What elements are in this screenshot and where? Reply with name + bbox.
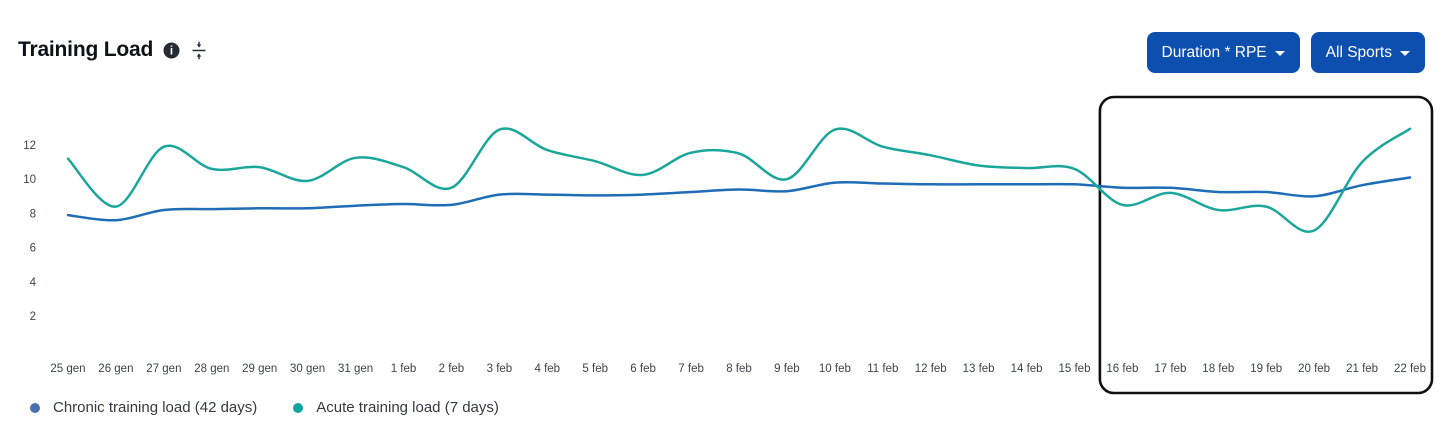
legend-dot-icon: [293, 402, 304, 413]
x-axis-tick-label: 18 feb: [1202, 363, 1234, 375]
legend-label-acute: Acute training load (7 days): [316, 399, 499, 416]
x-axis-tick-label: 11 feb: [867, 363, 898, 375]
series-line-chronic: [66, 176, 1412, 222]
x-axis-tick-label: 13 feb: [963, 363, 995, 375]
x-axis-tick-label: 1 feb: [391, 363, 417, 375]
legend-dot-icon: [30, 402, 40, 413]
x-axis-tick-label: 3 feb: [487, 363, 513, 375]
x-axis-tick-label: 6 feb: [630, 363, 656, 375]
legend-item-chronic[interactable]: Chronic training load (42 days): [30, 399, 257, 416]
series-line-acute: [66, 127, 1412, 233]
chart-legend: Chronic training load (42 days) Acute tr…: [30, 399, 499, 416]
x-axis-tick-label: 20 feb: [1298, 363, 1330, 375]
x-axis-tick-label: 9 feb: [774, 363, 800, 375]
collapse-vertical-icon[interactable]: [190, 41, 208, 60]
y-axis-tick-label: 8: [30, 208, 36, 220]
x-axis-tick-label: 14 feb: [1011, 363, 1043, 375]
sport-filter-dropdown-button[interactable]: All Sports: [1310, 32, 1425, 73]
x-axis-tick-label: 27 gen: [146, 363, 181, 375]
x-axis-tick-label: 4 feb: [535, 363, 561, 375]
x-axis-tick-label: 16 feb: [1106, 363, 1138, 375]
x-axis-tick-label: 28 gen: [194, 363, 229, 375]
svg-text:i: i: [170, 45, 173, 57]
x-axis-tick-label: 19 feb: [1250, 363, 1282, 375]
sport-filter-dropdown-label: All Sports: [1325, 43, 1392, 61]
x-axis-tick-label: 2 feb: [439, 363, 465, 375]
metric-dropdown-button[interactable]: Duration * RPE: [1146, 32, 1300, 73]
x-axis-tick-label: 21 feb: [1346, 363, 1378, 375]
header: Training Load i: [18, 38, 208, 62]
y-axis-tick-label: 4: [30, 277, 37, 289]
x-axis-tick-label: 15 feb: [1059, 363, 1091, 375]
y-axis-tick-label: 10: [23, 174, 36, 186]
x-axis-tick-label: 7 feb: [678, 363, 704, 375]
legend-label-chronic: Chronic training load (42 days): [53, 399, 258, 416]
caret-down-icon: [1400, 51, 1410, 56]
x-axis-tick-label: 31 gen: [338, 363, 373, 375]
x-axis-tick-label: 22 feb: [1394, 363, 1426, 375]
chart-area: 2 4 6 8 10 12 25 gen 26 gen 27 gen 28 gen 29 gen 30…: [0, 85, 1456, 400]
x-axis-tick-label: 25 gen: [50, 363, 85, 375]
x-axis-tick-label: 30 gen: [290, 363, 325, 375]
y-axis-tick-label: 6: [30, 243, 36, 255]
training-load-chart[interactable]: 2 4 6 8 10 12 25 gen 26 gen 27 gen 28 gen 29 gen 30…: [0, 85, 1456, 400]
x-axis-tick-label: 26 gen: [98, 363, 133, 375]
y-axis-tick-label: 12: [23, 140, 36, 152]
info-icon[interactable]: i: [163, 42, 180, 59]
legend-item-acute[interactable]: Acute training load (7 days): [293, 399, 499, 416]
x-axis-tick-label: 17 feb: [1154, 363, 1186, 375]
metric-dropdown-label: Duration * RPE: [1161, 43, 1267, 61]
header-actions: Duration * RPE All Sports: [1146, 32, 1425, 73]
x-axis-tick-label: 5 feb: [582, 363, 608, 375]
caret-down-icon: [1274, 51, 1285, 56]
x-axis-tick-label: 29 gen: [242, 363, 277, 375]
page-title: Training Load: [18, 38, 154, 61]
x-axis-tick-label: 10 feb: [819, 363, 851, 375]
y-axis-tick-label: 2: [30, 311, 36, 323]
x-axis-tick-label: 8 feb: [726, 363, 752, 375]
x-axis-tick-label: 12 feb: [915, 363, 947, 375]
highlight-region-box: [1098, 95, 1434, 395]
